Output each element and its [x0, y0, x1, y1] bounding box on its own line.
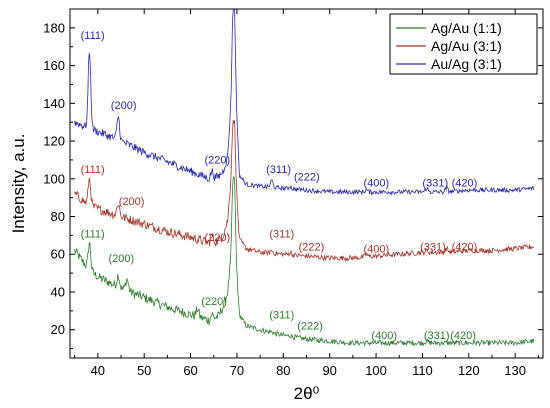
series-line-2	[74, 120, 535, 263]
peak-label-24: (420)	[450, 330, 476, 342]
x-tick-label: 70	[230, 363, 244, 378]
peak-label-23: (331)	[424, 330, 450, 342]
x-tick-label: 60	[183, 363, 197, 378]
y-tick-label: 180	[43, 20, 65, 35]
y-tick-label: 120	[43, 134, 65, 149]
y-tick-label: 140	[43, 96, 65, 111]
peak-label-20: (311)	[269, 309, 294, 321]
peak-label-9: (111)	[81, 164, 105, 176]
x-tick-label: 130	[504, 363, 526, 378]
series-layer	[74, 9, 535, 347]
y-axis-label: Intensity, a.u.	[9, 134, 28, 234]
peak-label-22: (400)	[371, 330, 397, 342]
peak-label-10: (200)	[119, 196, 145, 208]
series-line-3	[74, 9, 535, 196]
peak-label-21: (222)	[297, 321, 323, 333]
x-tick-label: 120	[458, 363, 480, 378]
y-tick-label: 160	[43, 58, 65, 73]
legend: Ag/Au (1:1) Ag/Au (3:1) Au/Ag (3:1)	[389, 13, 538, 75]
legend-label: Au/Ag (3:1)	[431, 56, 502, 72]
peak-label-4: (311)	[266, 164, 291, 176]
y-tick-label: 100	[43, 171, 65, 186]
x-tick-label: 80	[276, 363, 290, 378]
peak-label-2: (200)	[111, 100, 137, 112]
annotation-layer: (111)(200)(220)(311)(222) (400) (331) (420)…	[81, 30, 478, 342]
y-tick-label: 60	[51, 247, 65, 262]
x-tick-label: 100	[365, 363, 387, 378]
peak-label-18: (200)	[108, 253, 134, 265]
peak-label-14: (400)	[364, 243, 390, 255]
peak-label-19: (220)	[201, 296, 227, 308]
peak-label-16: (420)	[452, 241, 478, 253]
peak-label-1: (111)	[81, 30, 105, 42]
peak-label-12: (311)	[269, 228, 294, 240]
peak-label-3: (220)	[204, 155, 230, 167]
y-tick-label: 40	[51, 284, 65, 299]
peak-label-13: (222)	[299, 241, 325, 253]
legend-label: Ag/Au (3:1)	[431, 38, 502, 54]
peak-label-6: (400)	[364, 177, 390, 189]
x-tick-label: 50	[137, 363, 151, 378]
peak-label-17: (111)	[81, 228, 105, 240]
x-tick-label: 40	[91, 363, 105, 378]
y-tick-label: 20	[51, 322, 65, 337]
legend-label: Ag/Au (1:1)	[431, 20, 502, 36]
axis-layer: 40 50 60 70 80 90 100 110 120 130 20 40 60 80 100 120 14…	[43, 8, 543, 378]
peak-label-8: (420)	[452, 177, 478, 189]
peak-label-15: (331)	[420, 241, 446, 253]
peak-label-7: (331)	[422, 177, 448, 189]
x-axis-label: 2θ⁰	[294, 384, 320, 403]
peak-label-5: (222)	[294, 172, 320, 184]
y-tick-label: 80	[51, 209, 65, 224]
x-tick-label: 90	[322, 363, 336, 378]
x-tick-label: 110	[412, 363, 433, 378]
peak-label-11: (220)	[204, 232, 230, 244]
series-line-1	[74, 175, 535, 347]
